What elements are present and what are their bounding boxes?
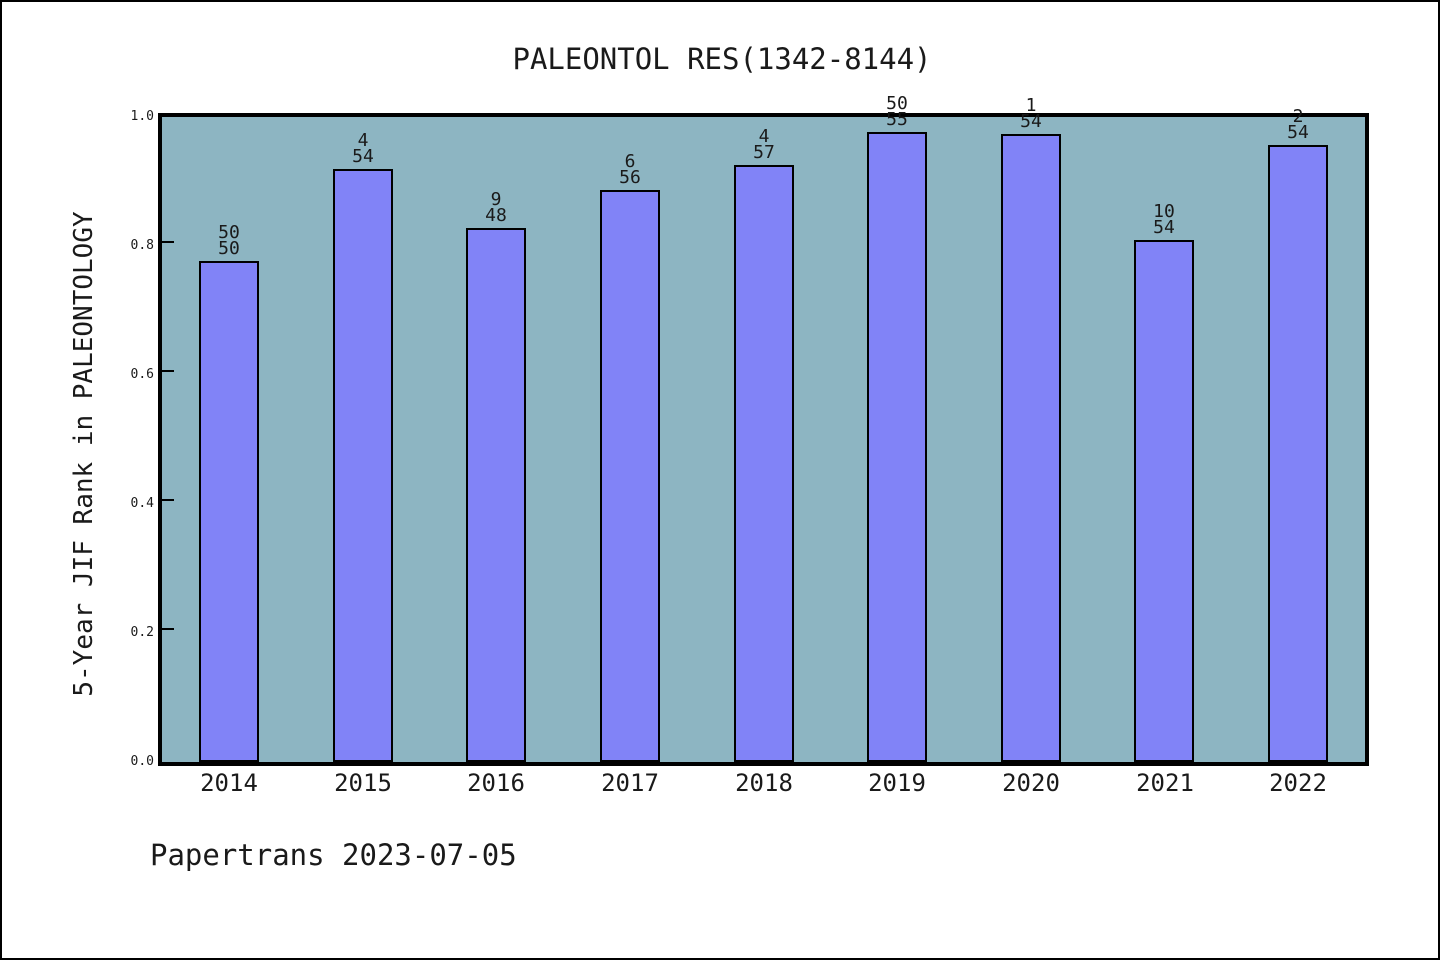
bar-rank-value: 10 bbox=[1153, 201, 1175, 222]
bar-rank-value: 4 bbox=[357, 130, 369, 151]
bar-2020 bbox=[1001, 134, 1061, 762]
x-tick-label-2020: 2020 bbox=[1002, 769, 1060, 797]
bar-total-value: 55 bbox=[886, 109, 908, 130]
bar-total-value: 48 bbox=[485, 205, 507, 226]
bar-value-label-2021: 10 54 bbox=[1153, 201, 1175, 238]
bar-2017 bbox=[600, 190, 660, 762]
bar-rank-value: 50 bbox=[218, 222, 240, 243]
x-tick-label-2015: 2015 bbox=[334, 769, 392, 797]
y-tick-label-0.4: 0.4 bbox=[130, 496, 154, 511]
y-tick-label-0.8: 0.8 bbox=[130, 238, 154, 253]
y-tick-mark bbox=[162, 628, 174, 630]
bar-2016 bbox=[466, 228, 526, 762]
bar-rank-value: 1 bbox=[1025, 95, 1037, 116]
x-tick-label-2019: 2019 bbox=[868, 769, 926, 797]
bar-total-value: 54 bbox=[1287, 122, 1309, 143]
y-tick-mark bbox=[162, 241, 174, 243]
plot-area: 50 50 4 54 9 48 6 56 4 57 50 55 1 54 10 54 2 54 bbox=[158, 95, 1369, 766]
bar-rank-value: 2 bbox=[1292, 106, 1304, 127]
bar-2022 bbox=[1268, 145, 1328, 762]
bar-value-label-2015: 4 54 bbox=[352, 130, 374, 167]
bar-2014 bbox=[199, 261, 259, 762]
bar-total-value: 50 bbox=[218, 238, 240, 259]
bar-rank-value: 9 bbox=[490, 189, 502, 210]
y-tick-mark bbox=[162, 499, 174, 501]
bar-rank-value: 4 bbox=[758, 126, 770, 147]
bar-value-label-2019: 50 55 bbox=[886, 93, 908, 130]
bar-2018 bbox=[734, 165, 794, 762]
bar-value-label-2020: 1 54 bbox=[1020, 95, 1042, 132]
y-tick-label-0.2: 0.2 bbox=[130, 625, 154, 640]
x-tick-label-2016: 2016 bbox=[467, 769, 525, 797]
y-tick-label-0.6: 0.6 bbox=[130, 367, 154, 382]
chart-title: PALEONTOL RES(1342-8144) bbox=[512, 42, 932, 76]
bar-total-value: 54 bbox=[1153, 217, 1175, 238]
x-tick-label-2017: 2017 bbox=[601, 769, 659, 797]
bar-value-label-2017: 6 56 bbox=[619, 151, 641, 188]
bar-value-label-2022: 2 54 bbox=[1287, 106, 1309, 143]
bar-value-label-2014: 50 50 bbox=[218, 222, 240, 259]
bar-total-value: 57 bbox=[753, 142, 775, 163]
x-tick-label-2014: 2014 bbox=[200, 769, 258, 797]
bar-2021 bbox=[1134, 240, 1194, 762]
y-tick-mark bbox=[162, 370, 174, 372]
x-tick-label-2018: 2018 bbox=[735, 769, 793, 797]
bar-total-value: 54 bbox=[1020, 111, 1042, 132]
y-tick-label-0.0: 0.0 bbox=[130, 754, 154, 769]
bar-2019 bbox=[867, 132, 927, 762]
bar-rank-value: 6 bbox=[624, 151, 636, 172]
x-tick-label-2021: 2021 bbox=[1136, 769, 1194, 797]
x-tick-label-2022: 2022 bbox=[1269, 769, 1327, 797]
bar-2015 bbox=[333, 169, 393, 762]
bar-total-value: 54 bbox=[352, 146, 374, 167]
y-tick-label-1.0: 1.0 bbox=[130, 109, 154, 124]
bar-value-label-2018: 4 57 bbox=[753, 126, 775, 163]
bar-rank-value: 50 bbox=[886, 93, 908, 114]
y-axis-title: 5-Year JIF Rank in PALEONTOLOGY bbox=[69, 211, 99, 697]
bar-total-value: 56 bbox=[619, 167, 641, 188]
watermark-caption: Papertrans 2023-07-05 bbox=[150, 838, 517, 872]
bar-value-label-2016: 9 48 bbox=[485, 189, 507, 226]
